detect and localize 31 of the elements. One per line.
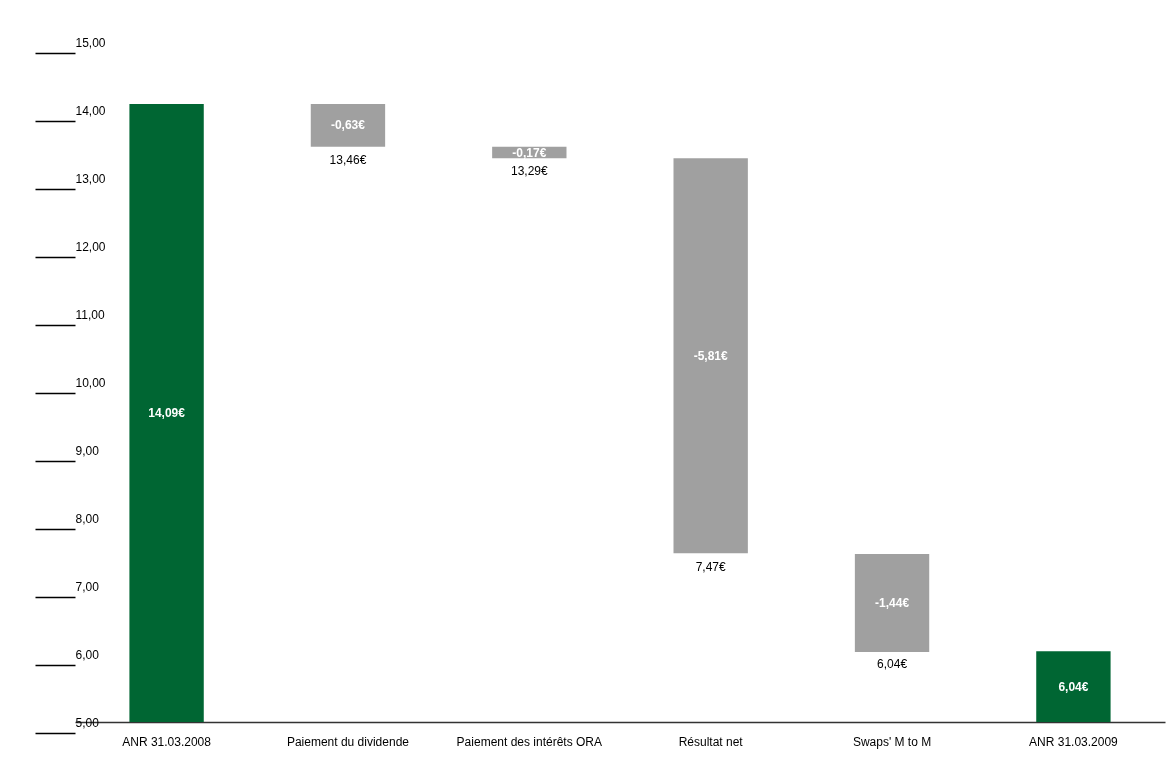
x-tick-label: Paiement des intérêts ORA	[456, 734, 603, 749]
x-tick-label: ANR 31.03.2008	[122, 734, 212, 749]
x-tick-label: Résultat net	[678, 734, 744, 749]
y-tick-label: 13,00	[75, 171, 106, 186]
data-label: 14,09€	[148, 405, 186, 420]
y-tick-label: 6,00	[75, 647, 100, 662]
x-tick-label: ANR 31.03.2009	[1029, 734, 1119, 749]
y-tick-label: 8,00	[75, 511, 100, 526]
bar	[1036, 651, 1111, 722]
x-tick-label: Swaps' M to M	[852, 734, 932, 749]
y-tick-label: 12,00	[75, 239, 106, 254]
data-label: 6,04€	[1058, 679, 1089, 694]
y-tick-label: 11,00	[75, 307, 105, 322]
bar	[673, 158, 748, 554]
annotation: 13,46€	[329, 152, 367, 167]
bar	[310, 103, 386, 147]
y-tick-label: 9,00	[75, 443, 100, 458]
annotation: 13,29€	[510, 164, 548, 179]
y-tick-label: 14,00	[75, 103, 106, 118]
y-tick-label: 15,00	[75, 35, 106, 50]
data-label: -5,81€	[693, 348, 729, 363]
x-tick-label: Paiement du dividende	[286, 734, 410, 749]
y-tick-label: 10,00	[75, 375, 106, 390]
bar	[129, 103, 204, 722]
data-label: -1,44€	[875, 596, 910, 610]
data-label: -0,17€	[512, 145, 547, 160]
y-tick-label: 7,00	[75, 579, 100, 594]
annotation: 7,47€	[695, 560, 727, 575]
annotation: 6,04€	[877, 657, 908, 672]
data-label: -0,63€	[330, 118, 366, 133]
bar	[854, 554, 930, 652]
